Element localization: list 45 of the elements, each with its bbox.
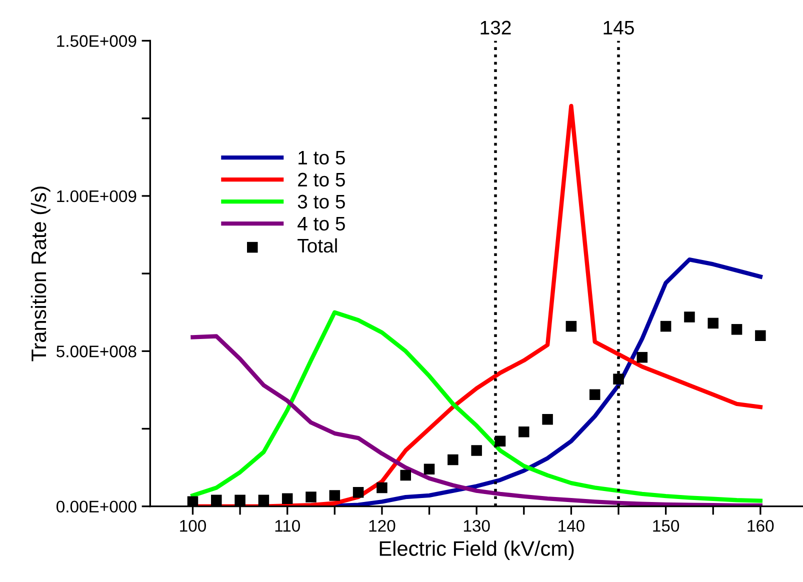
point — [211, 494, 222, 506]
point — [518, 426, 530, 438]
point — [731, 324, 742, 335]
point — [282, 493, 293, 504]
x-tick-label: 160 — [748, 520, 774, 532]
point — [636, 352, 648, 363]
point — [448, 454, 458, 466]
x-tick-label: 130 — [464, 520, 490, 532]
point — [234, 494, 246, 506]
point — [376, 482, 388, 494]
x-tick-label: 100 — [180, 520, 206, 532]
legend-label: 4 to 5 — [298, 217, 345, 231]
x-axis-title: Electric Field (kV/cm) — [380, 540, 574, 560]
point — [660, 320, 672, 332]
point — [755, 330, 766, 341]
point — [258, 494, 270, 506]
x-tick-label: 110 — [275, 520, 300, 532]
y-tick-label: 1.50E+009 — [57, 35, 136, 47]
x-tick-label: 150 — [653, 520, 680, 532]
y-tick-label: 5.00E+008 — [56, 346, 136, 358]
y-tick-label: 1.00E+009 — [57, 190, 136, 202]
x-tick-label: 120 — [369, 520, 396, 532]
point — [187, 496, 198, 506]
ref-line-label: 132 — [480, 20, 511, 35]
ref-line-label: 145 — [604, 21, 634, 35]
legend-label: 2 to 5 — [298, 172, 345, 187]
point — [589, 389, 600, 400]
point — [613, 374, 624, 384]
point — [400, 470, 411, 481]
y-tick-label: 0.00E+000 — [56, 500, 136, 513]
point — [471, 445, 482, 456]
point — [424, 464, 435, 474]
point — [708, 318, 718, 329]
point — [684, 312, 695, 322]
point — [542, 414, 553, 425]
point — [566, 320, 577, 332]
point — [306, 492, 316, 502]
x-tick-label: 140 — [558, 520, 584, 532]
y-axis-title: Transition Rate (/s) — [30, 186, 50, 362]
point — [352, 486, 364, 498]
legend-label: Total — [298, 238, 337, 253]
legend-label: 3 to 5 — [298, 194, 345, 209]
point — [329, 490, 340, 501]
point — [494, 436, 506, 447]
legend-label: 1 to 5 — [298, 150, 345, 165]
